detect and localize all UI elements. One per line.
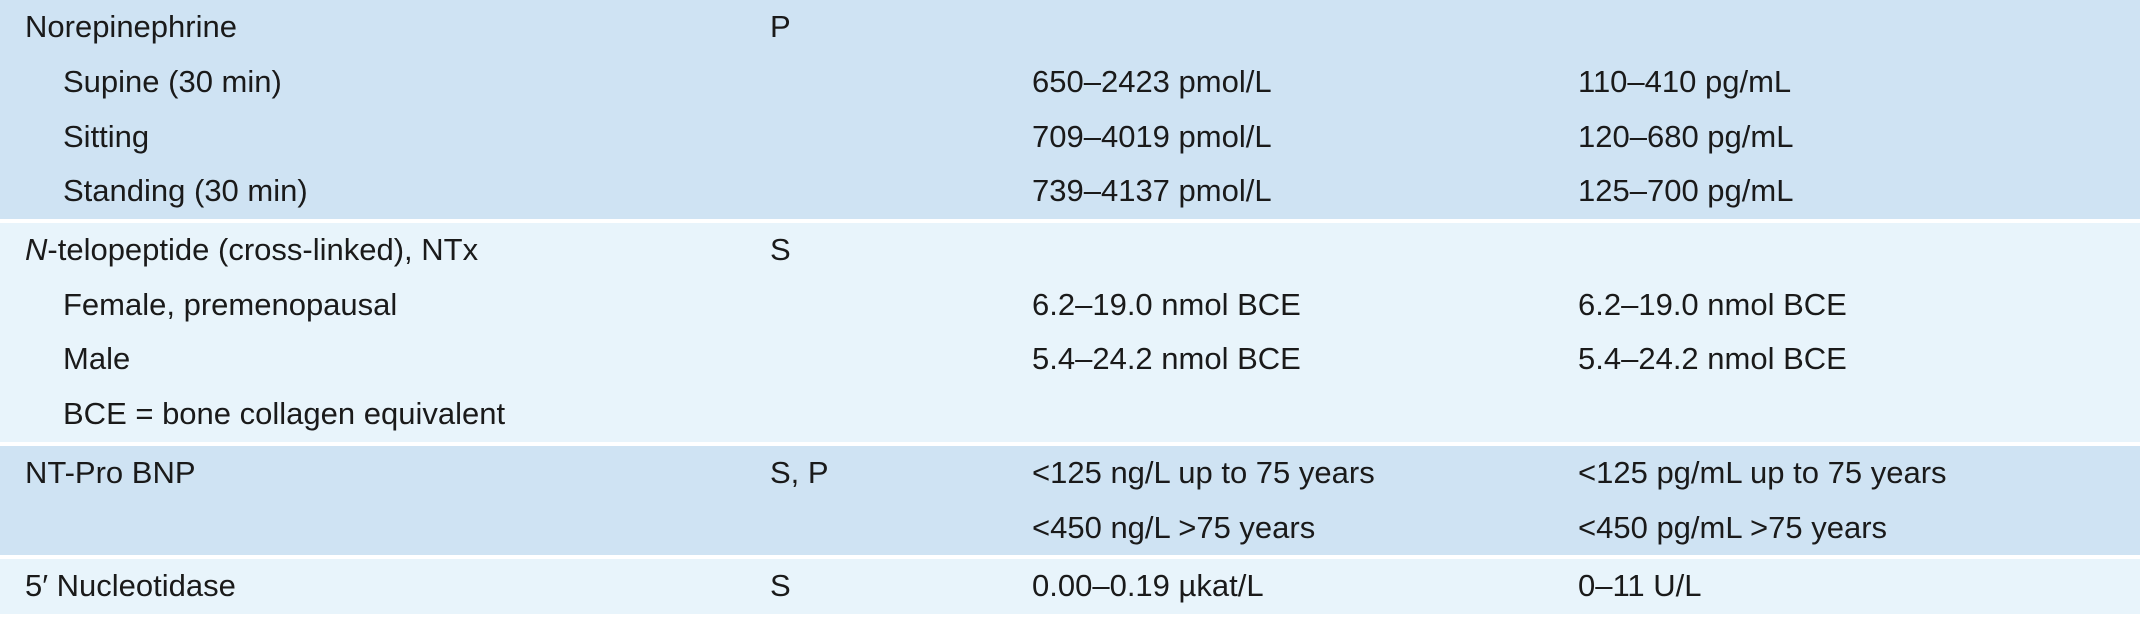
si-units-cell: 650–2423 pmol/L	[1032, 64, 1272, 100]
table-row: N-telopeptide (cross-linked), NTx S	[0, 223, 2140, 278]
specimen-cell: S	[770, 232, 791, 268]
conventional-units-cell: 120–680 pg/mL	[1578, 118, 1794, 154]
table-row: Standing (30 min) 739–4137 pmol/L 125–700 …	[0, 164, 2140, 219]
table-group: Norepinephrine P Supine (30 min) 650–2423 p…	[0, 0, 2140, 223]
conventional-units-cell: <450 pg/mL >75 years	[1578, 509, 1888, 545]
si-units-cell: 739–4137 pmol/L	[1032, 173, 1272, 209]
table-row: Male 5.4–24.2 nmol BCE 5.4–24.2 nmol BCE	[0, 332, 2140, 387]
specimen-cell: P	[770, 9, 791, 45]
test-name-cell: N-telopeptide (cross-linked), NTx	[25, 232, 478, 268]
table-group: 5′ Nucleotidase S 0.00–0.19 µkat/L 0–11 U/L	[0, 558, 2140, 618]
test-name-cell: BCE = bone collagen equivalent	[63, 396, 506, 432]
table-row: Supine (30 min) 650–2423 pmol/L 110–410 pg…	[0, 55, 2140, 110]
test-name-italic: N	[25, 232, 48, 268]
conventional-units-cell: 5.4–24.2 nmol BCE	[1578, 341, 1847, 377]
conventional-units-cell: 0–11 U/L	[1578, 568, 1702, 604]
specimen-cell: S	[770, 568, 791, 604]
test-name-cell: NT-Pro BNP	[25, 454, 196, 490]
si-units-cell: 5.4–24.2 nmol BCE	[1032, 341, 1301, 377]
test-name-cell: Male	[63, 341, 131, 377]
table-row: BCE = bone collagen equivalent	[0, 387, 2140, 442]
table-row: NT-Pro BNP S, P <125 ng/L up to 75 years <1…	[0, 446, 2140, 501]
table-group: NT-Pro BNP S, P <125 ng/L up to 75 years <1…	[0, 445, 2140, 559]
si-units-cell: 0.00–0.19 µkat/L	[1032, 568, 1264, 604]
test-name-cell: Female, premenopausal	[63, 286, 398, 322]
conventional-units-cell: 125–700 pg/mL	[1578, 173, 1794, 209]
test-name-text: -telopeptide (cross-linked), NTx	[47, 232, 479, 268]
si-units-cell: 709–4019 pmol/L	[1032, 118, 1272, 154]
conventional-units-cell: <125 pg/mL up to 75 years	[1578, 454, 1947, 490]
test-name-cell: Norepinephrine	[25, 9, 237, 45]
si-units-cell: 6.2–19.0 nmol BCE	[1032, 286, 1301, 322]
table-row: Female, premenopausal 6.2–19.0 nmol BCE 6.…	[0, 277, 2140, 332]
table-row: 5′ Nucleotidase S 0.00–0.19 µkat/L 0–11 U/L	[0, 559, 2140, 614]
table-group: N-telopeptide (cross-linked), NTx S Female…	[0, 222, 2140, 446]
table-row: <450 ng/L >75 years <450 pg/mL >75 years	[0, 500, 2140, 555]
table-row: Sitting 709–4019 pmol/L 120–680 pg/mL	[0, 109, 2140, 164]
test-name-cell: 5′ Nucleotidase	[25, 568, 236, 604]
test-name-cell: Sitting	[63, 118, 150, 154]
conventional-units-cell: 6.2–19.0 nmol BCE	[1578, 286, 1847, 322]
specimen-cell: S, P	[770, 454, 829, 490]
test-name-cell: Standing (30 min)	[63, 173, 308, 209]
table-row: Norepinephrine P	[0, 0, 2140, 55]
si-units-cell: <125 ng/L up to 75 years	[1032, 454, 1375, 490]
conventional-units-cell: 110–410 pg/mL	[1578, 64, 1792, 100]
test-name-cell: Supine (30 min)	[63, 64, 282, 100]
si-units-cell: <450 ng/L >75 years	[1032, 509, 1316, 545]
